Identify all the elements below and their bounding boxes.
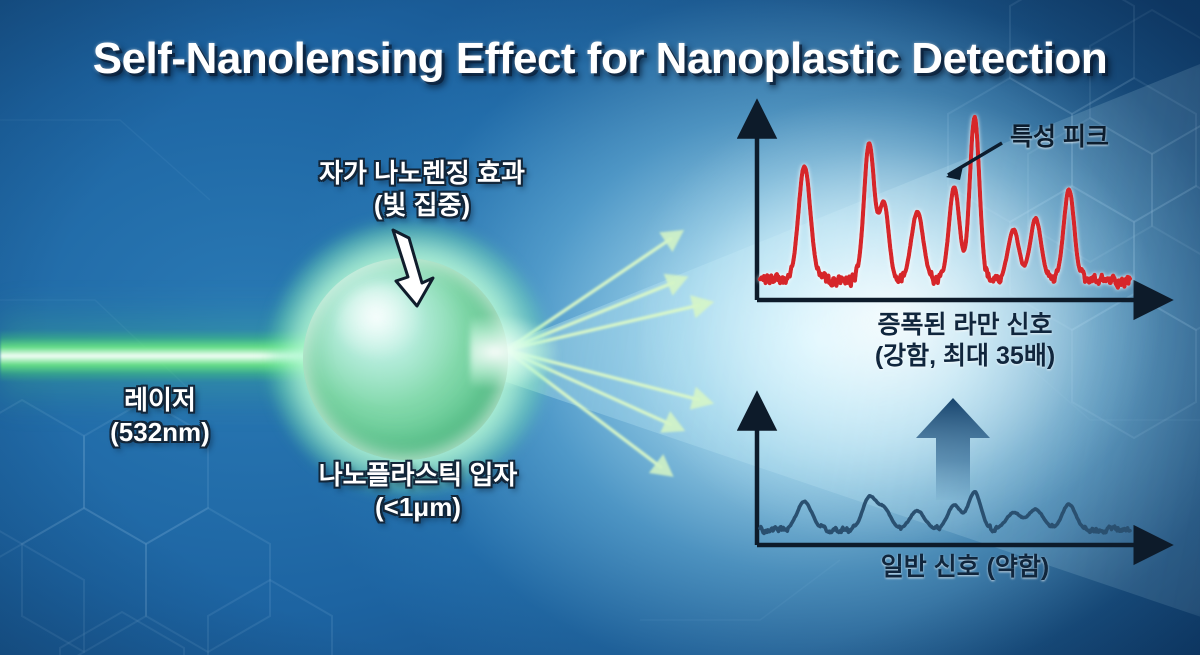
- label-amplified-signal: 증폭된 라만 신호 (강함, 최대 35배): [874, 311, 1056, 371]
- page-title: Self-Nanolensing Effect for Nanoplastic …: [92, 34, 1108, 83]
- label-normal-signal: 일반 신호 (약함): [880, 553, 1050, 581]
- label-characteristic-peak: 특성 피크: [1010, 123, 1109, 151]
- particle-focus-point: [470, 316, 558, 388]
- label-nanoplastic: 나노플라스틱 입자 (<1μm): [318, 460, 518, 522]
- label-laser: 레이저 (532nm): [110, 385, 210, 447]
- label-lensing-effect: 자가 나노렌징 효과 (빛 집중): [319, 158, 525, 220]
